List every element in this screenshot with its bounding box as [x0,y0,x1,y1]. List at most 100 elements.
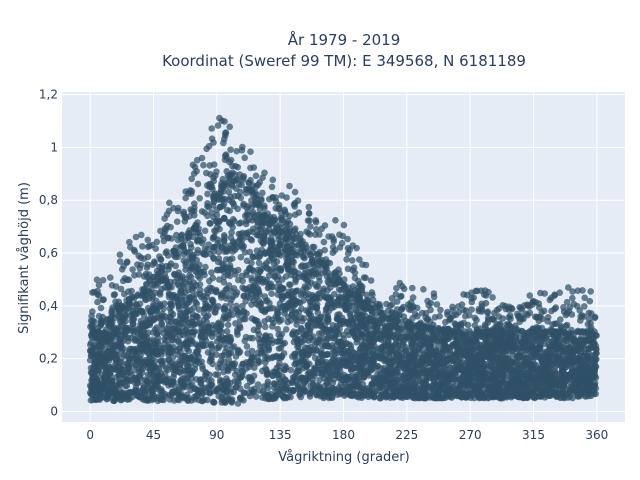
data-point [330,389,338,397]
data-point [336,338,343,346]
data-point [277,344,285,352]
data-point [243,204,250,211]
data-point [206,220,214,227]
data-point [91,344,99,352]
data-point [210,398,218,406]
data-point [172,262,179,270]
data-point [176,305,183,313]
data-point [438,393,446,401]
data-point [166,396,174,403]
data-point [194,246,202,254]
data-point [307,318,315,326]
data-point [292,276,299,284]
data-point [306,393,314,400]
data-point [230,362,238,370]
data-point [335,286,343,293]
data-point [366,314,373,322]
data-point [113,327,121,335]
data-point [124,375,131,383]
data-point [302,272,310,279]
data-point [444,355,452,363]
data-point [346,341,353,348]
data-point [342,390,349,398]
data-point [477,370,484,378]
data-point [318,341,326,349]
data-point [274,325,282,333]
data-point [298,317,306,325]
data-point [152,348,160,356]
data-point [218,294,225,301]
data-point [213,387,220,395]
data-point [210,244,217,251]
data-point [208,285,216,292]
data-point [382,331,389,338]
data-point [309,337,316,344]
data-point [538,365,546,372]
data-point [537,380,545,388]
data-point [456,351,464,359]
data-point [589,352,597,359]
data-point [488,392,495,399]
data-point [416,390,424,398]
data-point [376,320,384,327]
data-point [274,246,281,254]
data-point [213,211,221,219]
data-point [252,317,259,325]
data-point [182,266,189,274]
data-point [157,303,164,310]
data-point [87,339,95,347]
data-point [266,305,274,312]
data-point [222,286,229,294]
data-point [400,364,408,372]
data-point [588,368,596,375]
data-point [244,230,251,238]
data-point [209,360,216,368]
data-point [314,359,322,366]
data-point [201,227,209,235]
data-point [292,357,300,364]
data-point [401,343,409,351]
data-point [403,393,410,400]
data-point [437,386,445,394]
data-point [319,393,327,400]
data-point [343,376,351,384]
data-point [371,323,378,331]
data-point [179,296,186,303]
data-point [180,302,188,310]
data-point [424,360,432,367]
data-point [579,352,587,360]
data-point [246,265,254,272]
data-point [349,365,356,373]
data-point [180,257,188,264]
data-point [165,293,173,301]
data-point [86,356,94,364]
data-point [188,370,195,377]
data-point [302,291,309,299]
data-point [249,334,256,342]
data-point [200,236,207,243]
data-point [281,366,289,374]
data-point [583,362,590,370]
data-point [409,361,417,369]
data-point [413,339,421,346]
data-point [503,384,511,392]
data-point [212,309,219,316]
data-point [252,393,260,400]
data-point [250,228,257,236]
data-point [89,369,96,377]
data-point [227,300,234,307]
data-point [225,282,233,289]
data-point [476,380,484,388]
data-point [253,247,261,254]
data-point [316,336,324,344]
data-point [438,368,446,375]
data-point [313,270,320,278]
data-point [193,256,200,264]
data-point [250,283,258,291]
data-point [225,188,233,196]
data-point [192,298,199,306]
data-point [222,348,229,355]
data-point [557,394,564,402]
data-point [262,323,269,331]
data-point [591,382,598,389]
